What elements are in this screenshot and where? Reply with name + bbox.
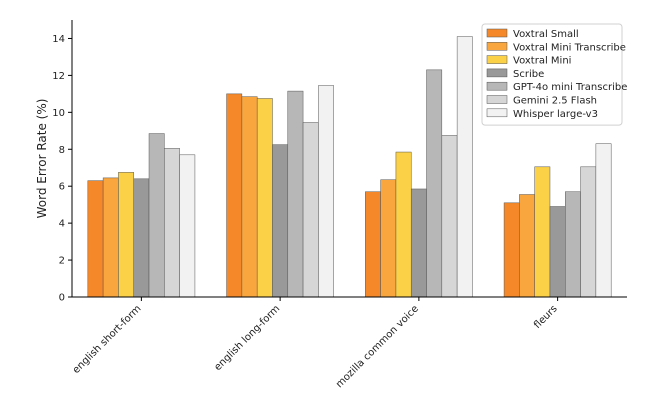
- bar-whisper-large-v3-english-short-form: [179, 154, 196, 298]
- bar-scribe-english-long-form: [272, 144, 289, 298]
- bar-scribe-mozilla-common-voice: [410, 188, 427, 298]
- x-tick-label: fleurs: [532, 303, 560, 331]
- bar-voxtral-mini-transcribe-fleurs: [519, 194, 535, 298]
- bar-voxtral-small-fleurs: [503, 202, 520, 298]
- legend-label-gpt-4o-mini-transcribe: GPT-4o mini Transcribe: [513, 82, 627, 93]
- y-tick-label: 4: [59, 219, 65, 230]
- bar-whisper-large-v3-english-long-form: [318, 85, 334, 298]
- y-tick-label: 0: [59, 293, 65, 304]
- legend-label-scribe: Scribe: [513, 69, 544, 80]
- y-tick-label: 12: [52, 71, 65, 82]
- legend-swatch-gemini-2-5-flash: [486, 95, 508, 104]
- legend-label-voxtral-mini: Voxtral Mini: [513, 56, 571, 67]
- legend-label-voxtral-small: Voxtral Small: [513, 29, 579, 40]
- bar-voxtral-mini-transcribe-english-short-form: [102, 177, 119, 298]
- x-tick-label: english long-form: [212, 303, 282, 373]
- y-tick-label: 10: [52, 108, 65, 119]
- bar-scribe-english-short-form: [133, 178, 150, 298]
- bar-gemini-2-5-flash-mozilla-common-voice: [441, 135, 458, 298]
- bar-scribe-fleurs: [549, 206, 566, 298]
- y-tick-label: 8: [59, 145, 65, 156]
- legend-box: [481, 23, 623, 126]
- bar-voxtral-small-english-long-form: [226, 93, 243, 298]
- legend-swatch-scribe: [486, 68, 508, 78]
- y-tick-label: 2: [59, 256, 65, 267]
- legend-swatch-gpt-4o-mini-transcribe: [486, 81, 508, 91]
- bar-gpt-4o-mini-transcribe-english-short-form: [148, 133, 165, 298]
- y-tick-label: 6: [59, 182, 65, 193]
- bar-gemini-2-5-flash-english-short-form: [164, 148, 180, 298]
- bar-voxtral-small-english-short-form: [87, 180, 104, 298]
- legend-label-voxtral-mini-transcribe: Voxtral Mini Transcribe: [513, 42, 626, 53]
- bar-voxtral-mini-english-short-form: [118, 172, 134, 298]
- x-tick-label: english short-form: [71, 303, 144, 376]
- y-tick-label: 14: [52, 34, 65, 45]
- bar-whisper-large-v3-fleurs: [595, 143, 612, 298]
- legend-swatch-voxtral-mini-transcribe: [486, 42, 508, 51]
- bar-gpt-4o-mini-transcribe-mozilla-common-voice: [426, 69, 443, 298]
- bars-layer: [87, 36, 612, 298]
- bar-gemini-2-5-flash-english-long-form: [302, 122, 319, 298]
- bar-voxtral-mini-transcribe-mozilla-common-voice: [380, 179, 397, 298]
- bar-voxtral-mini-mozilla-common-voice: [395, 151, 412, 298]
- y-axis-title: Word Error Rate (%): [35, 99, 49, 219]
- bar-voxtral-mini-transcribe-english-long-form: [241, 96, 258, 298]
- legend-swatch-whisper-large-v3: [486, 108, 508, 118]
- legend-swatch-voxtral-small: [486, 28, 508, 38]
- legend-swatch-voxtral-mini: [486, 55, 508, 64]
- bar-gpt-4o-mini-transcribe-english-long-form: [287, 90, 304, 298]
- bar-whisper-large-v3-mozilla-common-voice: [456, 36, 473, 298]
- bar-voxtral-mini-fleurs: [534, 166, 551, 298]
- legend-label-gemini-2-5-flash: Gemini 2.5 Flash: [513, 96, 597, 107]
- x-tick-label: mozilla common voice: [334, 303, 421, 390]
- legend: Voxtral Small Voxtral Mini Transcribe Voxt…: [481, 23, 627, 126]
- bar-voxtral-mini-english-long-form: [256, 98, 273, 298]
- bar-gemini-2-5-flash-fleurs: [580, 166, 597, 298]
- legend-label-whisper-large-v3: Whisper large-v3: [513, 109, 598, 120]
- bar-voxtral-small-mozilla-common-voice: [365, 191, 381, 298]
- bar-gpt-4o-mini-transcribe-fleurs: [565, 191, 581, 298]
